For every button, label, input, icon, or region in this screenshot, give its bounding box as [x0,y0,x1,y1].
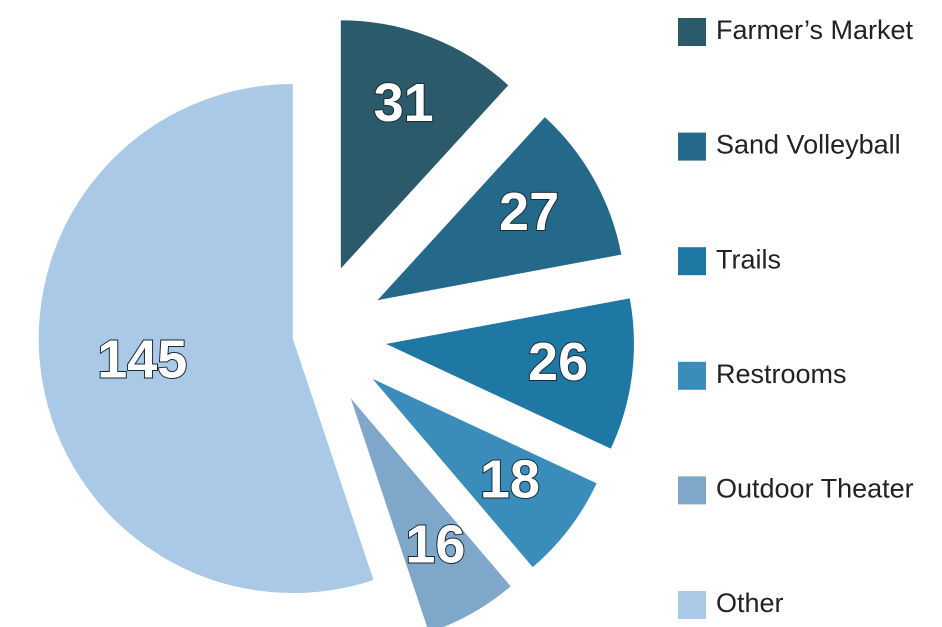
legend-label: Outdoor Theater [716,474,914,504]
data-label: 16 [405,515,465,575]
legend-swatch [678,18,706,46]
data-label: 26 [528,332,588,392]
legend-swatch [678,476,706,505]
pie-slice [37,83,375,595]
legend-swatch [678,591,706,619]
legend-swatch [678,247,706,276]
data-label: 18 [480,450,540,510]
legend-label: Trails [716,244,781,274]
pie-slice [382,297,635,451]
legend-swatch [678,361,706,390]
data-label: 27 [499,182,559,242]
pie-slice [370,376,598,569]
legend-label: Farmer’s Market [716,15,914,45]
pie-slice [339,19,510,272]
pie-slice [348,395,513,627]
legend-swatch [678,132,706,161]
data-label: 31 [374,73,434,133]
legend-label: Restrooms [716,359,847,389]
pie-slice [374,115,623,302]
legend-label: Sand Volleyball [716,130,901,160]
data-label: 145 [97,329,187,389]
legend-label: Other [716,588,784,618]
